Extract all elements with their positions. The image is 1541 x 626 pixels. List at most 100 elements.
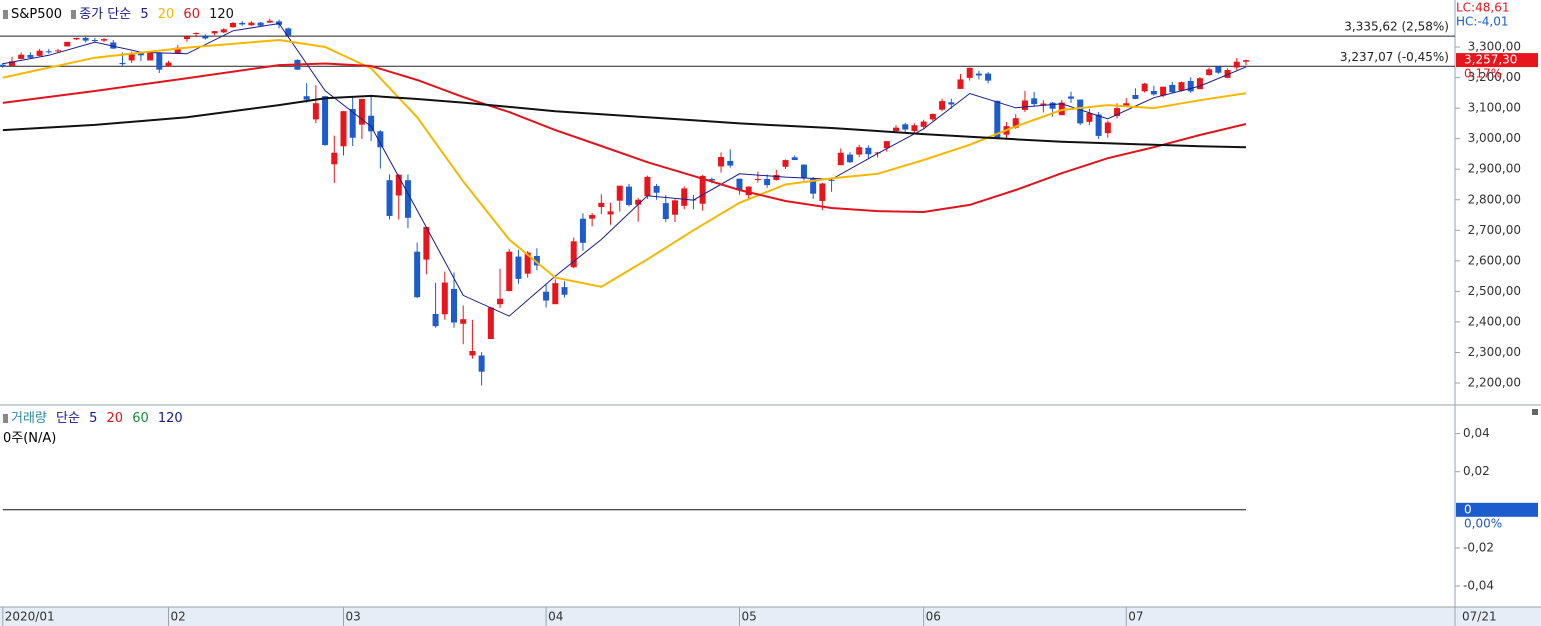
candle-body [856,147,863,155]
legend-entry: 120 [157,411,183,426]
candle-body [515,256,522,279]
candle-body [939,101,946,110]
candle-body [497,298,504,305]
candle-body [1141,83,1148,92]
candle-body [202,36,209,39]
candle-body [193,32,200,34]
candle-body [64,41,71,47]
legend-entry: 20 [157,7,175,22]
candle-body [229,22,236,28]
candle-body [966,67,973,78]
candle-body [598,202,605,208]
candle-body [110,42,117,49]
candle-body [91,40,98,42]
x-tick-label: 02 [171,610,186,624]
candle-body [128,54,135,61]
candle-body [1031,98,1038,105]
candle-body [975,73,982,76]
candle-body [699,175,706,204]
candle-body [55,50,62,52]
moving-average [2,94,1247,149]
candle-body [533,255,540,266]
candle-body [1160,86,1167,96]
y-tick-label: 2,300,00 [1468,345,1521,359]
candle-body [616,185,623,201]
candle-body [478,355,485,372]
candle-body [377,131,384,148]
candle-body [929,113,936,120]
candle-body [810,178,817,194]
candle-body [248,22,255,26]
candle-body [1040,103,1047,106]
candle-body [902,124,909,130]
candle-body [174,47,181,54]
candle-body [395,174,402,196]
candle-body [27,54,34,58]
y-tick-label: 2,900,00 [1468,162,1521,176]
candle-body [579,218,586,243]
candle-body [672,200,679,215]
candle-body [828,179,835,181]
candle-body [718,156,725,167]
candle-body [18,54,25,59]
candle-body [681,188,688,206]
candle-body [460,319,467,324]
candle-body [570,241,577,268]
moving-average [2,62,1247,214]
y-tick-label: 2,700,00 [1468,223,1521,237]
candle-body [1077,99,1084,124]
candle-body [653,186,660,193]
legend-entry: 5 [140,7,149,22]
candle-body [846,154,853,163]
candle-body [874,152,881,154]
candle-body [358,98,365,125]
candle-body [303,96,310,100]
candle-body [1114,108,1121,117]
candle-body [1206,69,1213,76]
reference-label: 3,237,07 (-0,45%) [1340,50,1449,64]
price-legend: S&P500 종가 단순 5 20 60 120 [3,3,244,22]
candle-body [1196,78,1203,90]
x-tick-label: 03 [345,610,360,624]
candle-body [745,186,752,196]
candle-body [1095,114,1102,136]
panel-button[interactable] [1532,409,1538,415]
candle-body [1178,82,1185,91]
candle-body [386,180,393,216]
candle-body [1086,113,1093,122]
y-tick-label: -0,04 [1463,579,1494,593]
candle-body [82,37,89,41]
candle-body [957,79,964,89]
moving-average [2,22,1247,317]
y-tick-label: 2,500,00 [1468,284,1521,298]
candle-body [322,96,329,146]
candle-body [368,115,375,132]
candle-body [432,313,439,327]
candle-body [1021,100,1028,110]
candle-body [994,100,1001,139]
candle-body [625,186,632,205]
candle-body [45,51,52,53]
candle-body [73,37,80,40]
candle-body [782,160,789,167]
candle-body [1104,122,1111,134]
legend-entry: 5 [89,411,98,426]
legend-unit: 0주(N/A) [3,431,57,446]
last-price-box [1456,53,1538,68]
candle-body [349,109,356,138]
candle-body [1150,91,1157,95]
candle-body [1233,61,1240,68]
candle-body [266,20,273,23]
legend-symbol: S&P500 [11,7,63,22]
candle-body [404,180,411,218]
candle-body [119,62,126,65]
candle-body [423,226,430,260]
candle-body [1187,80,1194,92]
candle-body [101,39,108,41]
legend-title: 거래량 [11,411,47,426]
candle-body [312,103,319,120]
lc-label: LC:48,61 [1456,1,1509,15]
y-tick-label: 0,04 [1463,426,1490,440]
y-tick-label: -0,02 [1463,540,1494,554]
